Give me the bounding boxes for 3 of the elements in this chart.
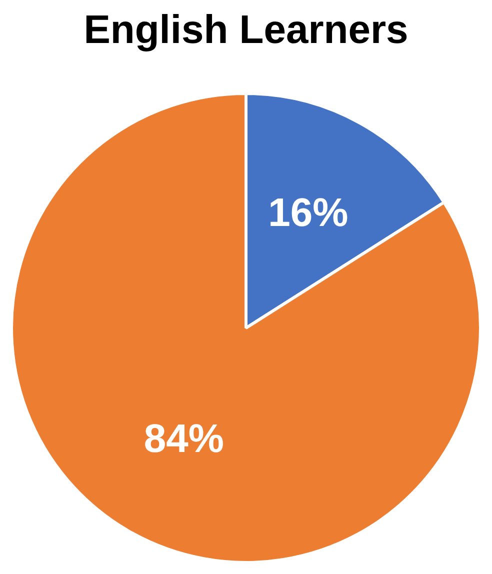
chart-title: English Learners [84,8,408,52]
data-label: 84% [144,417,224,462]
data-label: 16% [268,191,348,236]
